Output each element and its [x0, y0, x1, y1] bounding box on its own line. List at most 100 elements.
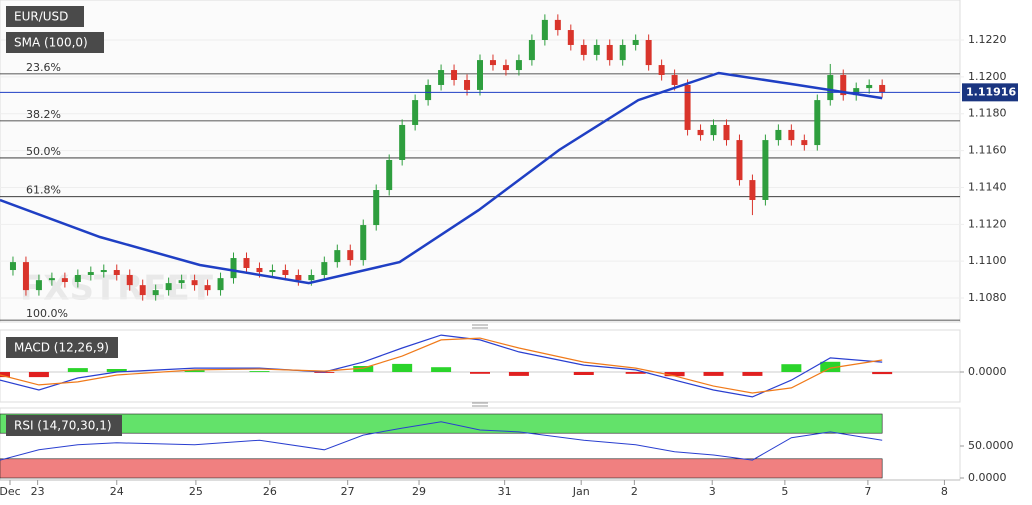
candle-body [87, 272, 94, 275]
candle-body [567, 30, 574, 45]
candle-body [347, 250, 354, 261]
histogram-bar [392, 363, 413, 372]
overbought-zone [0, 413, 883, 434]
candle-body [308, 274, 315, 281]
candle-body [515, 60, 522, 71]
candle-body [788, 129, 795, 141]
x-tick-label: 25 [189, 485, 203, 498]
histogram-bar [872, 372, 893, 375]
x-tick-label: 31 [498, 485, 512, 498]
candle-body [230, 258, 237, 279]
x-tick-label: 24 [110, 485, 124, 498]
x-tick-label: 5 [781, 485, 788, 498]
histogram-bar [820, 361, 841, 372]
candle-body [762, 140, 769, 200]
symbol-box[interactable] [6, 6, 84, 27]
y-tick-label: 1.1080 [968, 291, 1007, 304]
candle-body [840, 75, 847, 96]
macd-line [0, 334, 883, 398]
candle-body [321, 262, 328, 275]
oversold-zone [0, 458, 883, 479]
candle-body [464, 79, 471, 90]
candle-body [35, 280, 42, 291]
candle-body [879, 84, 886, 92]
x-tick-label: 26 [263, 485, 277, 498]
x-tick-label: 27 [341, 485, 355, 498]
candle-body [645, 39, 652, 66]
candle-body [736, 140, 743, 181]
macd-box[interactable] [6, 337, 118, 358]
histogram-bar [508, 372, 529, 376]
histogram-bar [353, 366, 374, 372]
candle-body [334, 250, 341, 263]
y-tick-label: 1.1220 [968, 33, 1007, 46]
y-tick-label: 1.1180 [968, 107, 1007, 120]
fib-label: 50.0% [26, 145, 61, 158]
candle-body [412, 100, 419, 125]
histogram-bar [67, 368, 88, 372]
candle-body [217, 278, 224, 291]
candle-body [477, 60, 483, 90]
histogram-bar [781, 364, 802, 372]
candle-body [593, 44, 600, 55]
y-tick-label: 1.1120 [968, 217, 1007, 230]
candle-body [438, 70, 445, 85]
y-tick-label: 1.1140 [968, 180, 1007, 193]
candle-body [554, 19, 561, 31]
indicator-box[interactable] [6, 32, 104, 53]
candle-body [243, 258, 250, 268]
candle-body [74, 274, 81, 283]
histogram-bar [184, 370, 205, 372]
y-tick-label: 0.0000 [968, 471, 1007, 484]
histogram-bar [470, 372, 490, 374]
x-tick-label: 8 [941, 485, 948, 498]
rsi-box[interactable] [6, 415, 122, 436]
histogram-bar [28, 372, 49, 378]
histogram-bar [106, 369, 127, 372]
candle-body [373, 190, 380, 226]
candle-body [710, 124, 717, 136]
candle-body [9, 262, 16, 271]
histogram-bar [703, 372, 724, 376]
panel-handle[interactable] [472, 324, 488, 407]
macd-line [0, 337, 883, 394]
candle-body [606, 44, 613, 61]
candle-body [451, 70, 458, 80]
y-tick-label: 1.1200 [968, 70, 1007, 83]
candle-body [671, 75, 678, 85]
candle-body [22, 262, 29, 291]
candle-body [853, 88, 860, 96]
y-tick-label: 50.0000 [968, 439, 1014, 452]
x-tick-label: 29 [412, 485, 426, 498]
fib-label: 100.0% [26, 307, 68, 320]
candle-body [658, 65, 665, 76]
rsi-line [0, 421, 883, 461]
candle-body [801, 140, 808, 146]
candle-body [204, 285, 211, 291]
candle-body [256, 267, 263, 273]
candle-body [282, 270, 289, 275]
x-tick-label: 7 [864, 485, 871, 498]
candle-body [113, 270, 120, 275]
candle-body [528, 39, 535, 61]
candle-body [152, 290, 159, 296]
candle-body [489, 60, 496, 66]
candle-body [502, 65, 509, 71]
candle-body [827, 75, 834, 101]
candle-body [165, 283, 172, 291]
histogram-bar [625, 372, 646, 374]
symbol: EUR/USD [14, 10, 68, 24]
candle-body [632, 39, 639, 45]
histogram-bar [573, 372, 594, 375]
candle-body [139, 285, 146, 296]
last-price-label: 1.11916 [966, 85, 1016, 98]
histogram-bar [664, 372, 685, 377]
y-tick-label: 1.1160 [968, 144, 1007, 157]
x-tick-label: 3 [709, 485, 716, 498]
candle-body [580, 44, 587, 55]
fib-label: 23.6% [26, 61, 61, 74]
x-tick-label: 2 [631, 485, 638, 498]
macd-title: MACD (12,26,9) [14, 341, 109, 355]
candle-body [360, 225, 367, 261]
